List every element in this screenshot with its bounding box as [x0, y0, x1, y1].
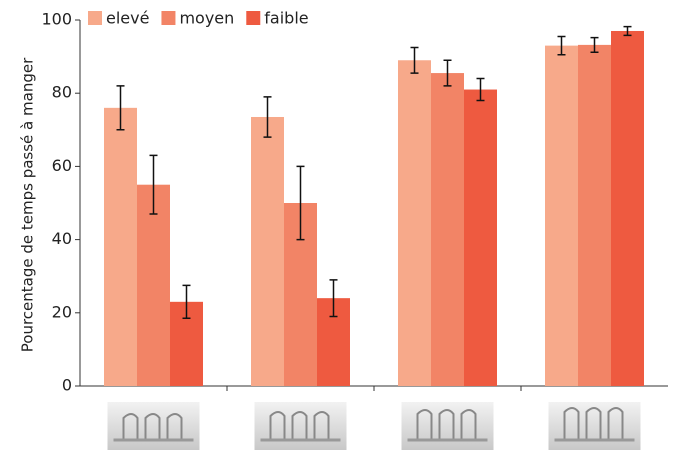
- bar: [578, 44, 611, 386]
- legend-label: faible: [264, 9, 308, 28]
- category-image-shape: [563, 407, 580, 440]
- category-image-shape: [144, 413, 161, 440]
- y-tick-label: 20: [52, 302, 72, 321]
- bar: [431, 73, 464, 386]
- category-image-shape: [460, 409, 477, 440]
- category-image-shape: [269, 411, 286, 440]
- error-bar: [410, 46, 419, 74]
- category-image: [548, 402, 641, 450]
- error-bar: [329, 279, 338, 318]
- error-bar: [623, 25, 632, 37]
- y-tick-label: 80: [52, 83, 72, 102]
- legend-label: moyen: [179, 9, 234, 28]
- category-image-shape: [291, 411, 308, 440]
- error-bar: [182, 284, 191, 320]
- bar: [545, 45, 578, 387]
- category-image: [107, 402, 200, 450]
- error-bar: [296, 165, 305, 241]
- y-tick-label: 40: [52, 229, 72, 248]
- error-bar: [476, 77, 485, 102]
- category-image-shape: [438, 409, 455, 440]
- bar: [398, 60, 431, 386]
- legend-swatch: [161, 11, 176, 25]
- legend-label: elevé: [106, 9, 149, 28]
- y-tick-label: 0: [62, 376, 72, 395]
- y-tick-label: 60: [52, 156, 72, 175]
- category-image-shape: [607, 407, 624, 440]
- category-image-shape: [416, 409, 433, 440]
- error-bar: [590, 36, 599, 53]
- error-bar: [149, 154, 158, 215]
- error-bar: [116, 85, 125, 131]
- legend-swatch: [246, 11, 261, 25]
- error-bar: [263, 96, 272, 138]
- bar: [464, 89, 497, 386]
- category-image-shape: [313, 411, 330, 440]
- bar: [137, 184, 170, 386]
- legend-swatch: [88, 11, 102, 25]
- category-image: [254, 402, 347, 450]
- y-axis-title: Pourcentage de temps passé à manger: [19, 57, 37, 352]
- bar: [611, 30, 644, 386]
- bar: [251, 116, 284, 387]
- category-image-shape: [166, 413, 183, 440]
- y-tick-label: 100: [41, 10, 72, 29]
- category-image-shape: [585, 407, 602, 440]
- error-bar: [557, 35, 566, 56]
- bar: [104, 107, 137, 386]
- category-image-shape: [122, 413, 139, 440]
- error-bar: [443, 59, 452, 87]
